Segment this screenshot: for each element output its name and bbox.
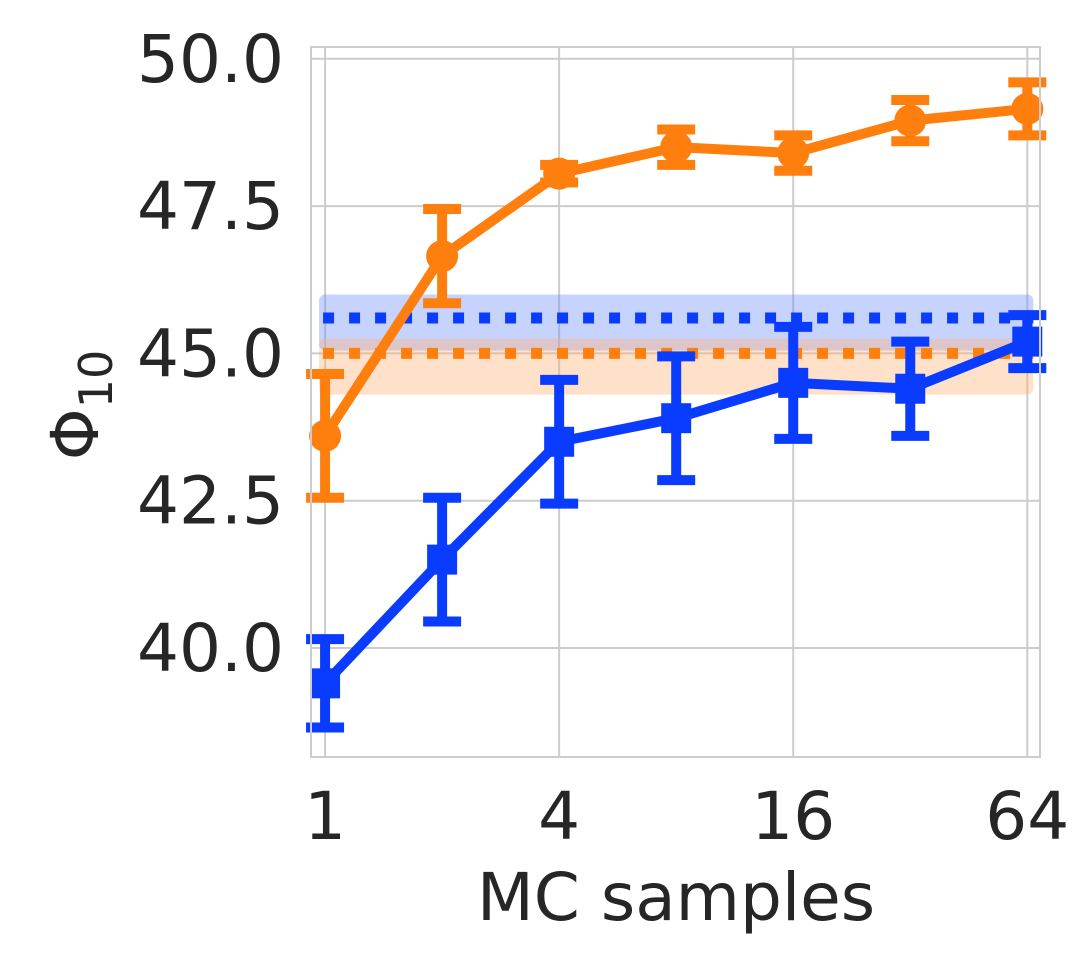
x-tick-labels: 1 4 16 64	[304, 778, 1069, 855]
y-tick-label: 40.0	[137, 610, 284, 687]
series-1	[306, 77, 1047, 503]
data-point	[426, 240, 459, 273]
data-point	[543, 157, 576, 190]
x-tick-label: 16	[751, 778, 835, 855]
data-point	[661, 403, 692, 434]
reference-band	[319, 294, 1034, 351]
y-tick-label: 50.0	[137, 21, 284, 98]
data-point	[544, 426, 575, 457]
data-point	[894, 104, 927, 137]
data-point	[777, 137, 810, 170]
y-tick-label: 47.5	[137, 168, 284, 245]
data-point	[778, 367, 809, 398]
y-axis-label-subscript: 10	[69, 350, 123, 409]
data-point	[309, 419, 342, 452]
data-point	[660, 131, 693, 164]
y-axis-label: Φ10	[37, 350, 123, 461]
data-point	[310, 668, 341, 699]
x-axis-label: MC samples	[477, 859, 875, 936]
data-point	[1011, 92, 1044, 125]
series-2	[306, 310, 1047, 733]
x-tick-label: 64	[985, 778, 1069, 855]
data-point	[427, 544, 458, 575]
data-point	[895, 373, 926, 404]
series-group	[306, 77, 1047, 733]
y-tick-label: 42.5	[137, 463, 284, 540]
y-axis-label-base: Φ	[37, 408, 114, 460]
plot-frame	[310, 46, 1041, 758]
x-tick-label: 1	[304, 778, 346, 855]
x-tick-label: 4	[538, 778, 580, 855]
data-point	[1012, 326, 1043, 357]
y-tick-label: 45.0	[137, 315, 284, 392]
y-tick-labels: 40.0 42.5 45.0 47.5 50.0	[137, 21, 284, 687]
